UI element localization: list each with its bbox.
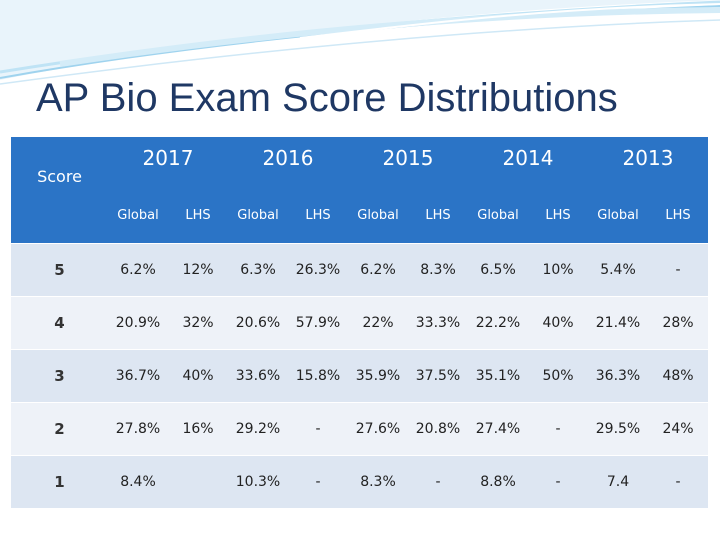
score-value: 3 — [11, 348, 108, 402]
score-column-header: Score — [37, 167, 82, 186]
table-cell: - — [528, 401, 588, 455]
subheader-lhs: LHS — [665, 208, 691, 224]
table-row: 5 6.2% 12% 6.3% 26.3% 6.2% 8.3% 6.5% 10%… — [11, 242, 708, 296]
table-cell: 24% — [648, 401, 708, 455]
score-value: 2 — [11, 401, 108, 455]
table-cell: 8.3% — [348, 454, 408, 508]
subheader-global: Global — [477, 208, 519, 224]
table-cell: 27.6% — [348, 401, 408, 455]
table-cell: - — [648, 242, 708, 296]
year-header-row: Score 2017 2016 2015 2014 2013 — [11, 137, 708, 189]
table-cell: 22% — [348, 295, 408, 349]
score-value: 4 — [11, 295, 108, 349]
table-cell: 8.4% — [108, 454, 168, 508]
table-cell: - — [408, 454, 468, 508]
table-cell: - — [528, 454, 588, 508]
table-cell: 27.4% — [468, 401, 528, 455]
table-cell: 8.3% — [408, 242, 468, 296]
subheader-lhs: LHS — [425, 208, 451, 224]
table-cell — [168, 454, 228, 508]
subheader-global: Global — [117, 208, 159, 224]
table-cell: 6.3% — [228, 242, 288, 296]
table-cell: - — [288, 401, 348, 455]
table-cell: 16% — [168, 401, 228, 455]
table-row: 2 27.8% 16% 29.2% - 27.6% 20.8% 27.4% - … — [11, 401, 708, 455]
table-row: 4 20.9% 32% 20.6% 57.9% 22% 33.3% 22.2% … — [11, 295, 708, 349]
subheader-row: Global LHS Global LHS Global LHS Global … — [11, 189, 708, 243]
page-title: AP Bio Exam Score Distributions — [36, 76, 618, 120]
table-cell: 26.3% — [288, 242, 348, 296]
subheader-global: Global — [357, 208, 399, 224]
table-cell: 48% — [648, 348, 708, 402]
subheader-lhs: LHS — [545, 208, 571, 224]
year-header: 2015 — [382, 146, 434, 170]
table-cell: 33.3% — [408, 295, 468, 349]
table-cell: 50% — [528, 348, 588, 402]
table-cell: 22.2% — [468, 295, 528, 349]
year-header: 2013 — [622, 146, 674, 170]
table-cell: 6.5% — [468, 242, 528, 296]
table-row: 1 8.4% 10.3% - 8.3% - 8.8% - 7.4 - — [11, 454, 708, 508]
score-distribution-table: Score 2017 2016 2015 2014 2013 Global LH… — [11, 137, 708, 508]
table-cell: 20.9% — [108, 295, 168, 349]
table-cell: 6.2% — [348, 242, 408, 296]
subheader-global: Global — [237, 208, 279, 224]
table-cell: 10.3% — [228, 454, 288, 508]
subheader-lhs: LHS — [305, 208, 331, 224]
table-cell: 36.7% — [108, 348, 168, 402]
table-cell: 29.5% — [588, 401, 648, 455]
table-cell: 35.1% — [468, 348, 528, 402]
table-cell: 29.2% — [228, 401, 288, 455]
table-row: 3 36.7% 40% 33.6% 15.8% 35.9% 37.5% 35.1… — [11, 348, 708, 402]
table-cell: 20.8% — [408, 401, 468, 455]
table-cell: 40% — [528, 295, 588, 349]
table-cell: - — [288, 454, 348, 508]
year-header: 2016 — [262, 146, 314, 170]
table-cell: - — [648, 454, 708, 508]
table-cell: 8.8% — [468, 454, 528, 508]
table-cell: 40% — [168, 348, 228, 402]
table-cell: 15.8% — [288, 348, 348, 402]
year-header: 2017 — [142, 146, 194, 170]
table-cell: 32% — [168, 295, 228, 349]
table-cell: 20.6% — [228, 295, 288, 349]
table-cell: 21.4% — [588, 295, 648, 349]
table-cell: 36.3% — [588, 348, 648, 402]
table-cell: 10% — [528, 242, 588, 296]
score-value: 1 — [11, 454, 108, 508]
table-cell: 12% — [168, 242, 228, 296]
subheader-lhs: LHS — [185, 208, 211, 224]
table-cell: 33.6% — [228, 348, 288, 402]
table-cell: 57.9% — [288, 295, 348, 349]
table-cell: 6.2% — [108, 242, 168, 296]
table-cell: 7.4 — [588, 454, 648, 508]
score-value: 5 — [11, 242, 108, 296]
table-cell: 37.5% — [408, 348, 468, 402]
year-header: 2014 — [502, 146, 554, 170]
table-cell: 5.4% — [588, 242, 648, 296]
table-cell: 27.8% — [108, 401, 168, 455]
table-cell: 28% — [648, 295, 708, 349]
subheader-global: Global — [597, 208, 639, 224]
table-cell: 35.9% — [348, 348, 408, 402]
decorative-wave — [0, 0, 720, 85]
